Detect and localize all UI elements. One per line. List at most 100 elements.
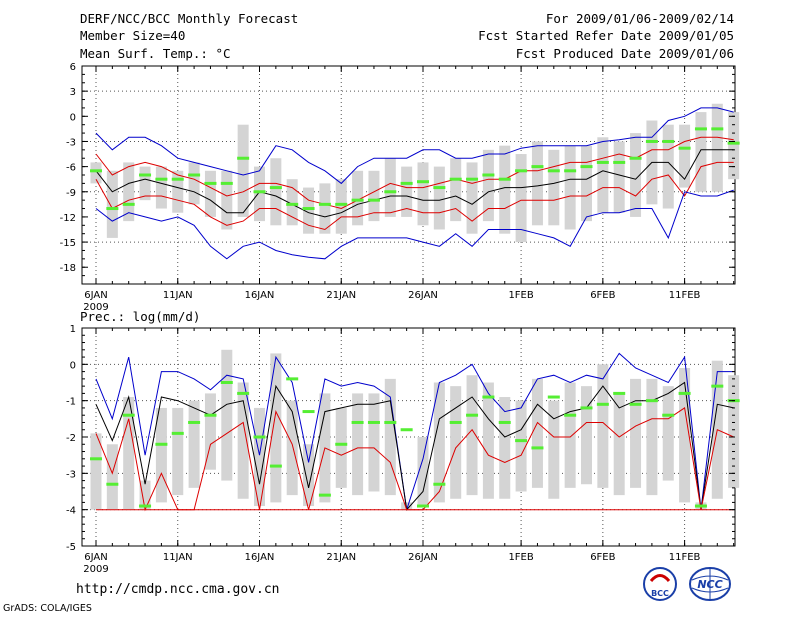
ensemble-box: [548, 149, 560, 226]
median-marker: [384, 190, 397, 194]
median-marker: [596, 402, 609, 406]
median-marker: [90, 457, 102, 461]
x-tick-label: 21JAN: [326, 290, 356, 301]
median-marker: [302, 207, 315, 211]
mean-line: [95, 149, 734, 218]
ensemble-box: [352, 393, 364, 496]
median-marker: [188, 420, 201, 424]
median-marker: [531, 446, 544, 450]
min-line: [95, 189, 734, 260]
source-url[interactable]: http://cmdp.ncc.cma.gov.cn: [76, 582, 280, 597]
x-tick-label: 21JAN: [326, 552, 356, 563]
ensemble-box: [466, 162, 478, 234]
median-marker: [498, 177, 511, 181]
median-marker: [498, 420, 511, 424]
median-marker: [711, 127, 724, 131]
ensemble-box: [695, 112, 707, 192]
ensemble-box: [237, 382, 249, 499]
x-tick-label: 6FEB: [590, 290, 615, 301]
x-tick-label: 26JAN: [408, 290, 438, 301]
y-tick-label: -3: [66, 137, 76, 148]
median-marker: [155, 442, 168, 446]
y-tick-label: 0: [70, 360, 76, 371]
median-marker: [547, 395, 560, 399]
median-marker: [678, 146, 691, 150]
ensemble-box: [564, 382, 576, 488]
median-marker: [253, 435, 266, 439]
median-marker: [204, 413, 217, 417]
median-marker: [564, 169, 577, 173]
median-marker: [629, 156, 642, 160]
ensemble-box: [221, 349, 233, 481]
ensemble-box: [188, 400, 200, 488]
median-marker: [515, 169, 528, 173]
median-marker: [433, 482, 446, 486]
ensemble-box: [139, 480, 151, 510]
ensemble-box: [401, 166, 413, 217]
y-tick-label: 1: [70, 324, 76, 335]
median-marker: [237, 391, 250, 395]
median-marker: [139, 504, 152, 508]
y-tick-label: -3: [66, 469, 76, 480]
ncc-logo-text: NCC: [697, 578, 722, 591]
ensemble-box: [172, 170, 184, 213]
y-tick-label: -5: [66, 542, 76, 553]
median-marker: [220, 381, 233, 384]
ensemble-box: [303, 444, 315, 507]
median-marker: [580, 165, 593, 169]
ensemble-box: [286, 400, 298, 496]
produced-date: Fcst Produced Date 2009/01/06: [515, 46, 734, 61]
median-marker: [139, 173, 152, 177]
median-marker: [384, 420, 397, 424]
ensemble-box: [237, 124, 249, 217]
ensemble-box: [499, 145, 511, 234]
x-tick-label: 6JAN: [84, 552, 107, 563]
median-marker: [269, 186, 282, 190]
mean-line: [95, 381, 734, 511]
y-tick-label: 3: [70, 87, 76, 98]
forecast-period: For 2009/01/06-2009/02/14: [545, 11, 734, 26]
ensemble-box: [630, 378, 642, 488]
ensemble-box: [662, 386, 674, 481]
y-tick-label: -9: [66, 188, 76, 199]
y-tick-label: -4: [66, 506, 76, 517]
grads-credit: GrADS: COLA/IGES: [3, 603, 92, 614]
median-marker: [90, 169, 102, 173]
ensemble-box: [384, 378, 396, 496]
median-marker: [466, 413, 479, 417]
y-tick-label: -1: [66, 397, 76, 408]
median-marker: [400, 181, 413, 185]
ensemble-box: [482, 149, 494, 222]
median-marker: [449, 177, 462, 181]
median-marker: [482, 173, 495, 177]
x-tick-label: 26JAN: [408, 552, 438, 563]
median-marker: [613, 160, 626, 164]
median-marker: [645, 399, 658, 403]
median-marker: [531, 165, 544, 169]
ensemble-box: [433, 382, 445, 503]
median-marker: [106, 207, 119, 211]
x-tick-label: 11FEB: [669, 552, 701, 563]
median-marker: [351, 198, 364, 202]
x-year-label: 2009: [83, 564, 108, 575]
ensemble-box: [270, 158, 282, 226]
ensemble-box: [270, 353, 282, 503]
median-marker: [171, 431, 184, 435]
median-marker: [367, 198, 380, 202]
forecast-title: DERF/NCC/BCC Monthly Forecast: [80, 11, 299, 26]
median-marker: [400, 428, 413, 432]
y-tick-label: 0: [70, 112, 76, 123]
ensemble-box: [646, 378, 658, 496]
median-marker: [678, 391, 691, 395]
ensemble-box: [662, 124, 674, 209]
x-tick-label: 1FEB: [508, 290, 533, 301]
y-tick-label: -6: [66, 163, 76, 174]
ensemble-box: [368, 393, 380, 492]
ensemble-box: [188, 162, 200, 205]
median-marker: [515, 439, 528, 443]
median-marker: [662, 413, 675, 417]
median-marker: [417, 504, 429, 508]
ensemble-box: [335, 407, 347, 488]
y-tick-label: -15: [60, 238, 76, 249]
